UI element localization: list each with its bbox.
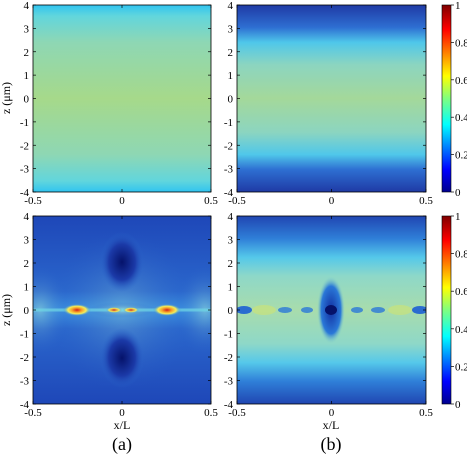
colorbar-tick-label: 0.2 xyxy=(455,150,467,162)
colorbar-tick-label: 0.4 xyxy=(455,112,467,124)
colorbar-top-bar xyxy=(441,4,452,193)
x-tick-label: 0 xyxy=(329,195,335,207)
y-tick-label: 2 xyxy=(24,258,30,270)
x-tick-label: 0 xyxy=(119,195,125,207)
ticks-a-bottom: 4 3 2 1 0 -1 -2 -3 -4-0.5 0 0.5 xyxy=(20,211,219,419)
colorbar-tick-label: 1 xyxy=(455,211,461,223)
y-tick-label: 3 xyxy=(24,235,30,247)
x-tick-label: 0.5 xyxy=(419,195,433,207)
y-tick-label: -1 xyxy=(20,329,29,341)
heatmap-a-top xyxy=(33,5,211,192)
colorbar-tick-label: 0 xyxy=(455,187,461,199)
y-tick-label: 2 xyxy=(228,47,234,59)
colorbar-tick-label: 0.6 xyxy=(455,286,467,298)
y-tick-label: -3 xyxy=(20,376,30,388)
y-tick-label: -4 xyxy=(224,399,234,411)
panel-b-bottom: 4 3 2 1 0 -1 -2 -3 -4-0.5 0 0.5 x/L xyxy=(224,211,434,432)
colorbar-bottom-ticks: 0 0.2 0.4 0.6 0.8 1 xyxy=(451,211,467,411)
heatmap-b-top xyxy=(237,5,426,192)
panel-a-top: 4 3 2 1 0 -1 -2 -3 -4-0.5 0 0.5 z (μm) xyxy=(0,0,218,207)
y-tick-label: -2 xyxy=(224,140,233,152)
panel-b-top: 4 3 2 1 0 -1 -2 -3 -4-0.5 0 0.5 xyxy=(224,0,434,207)
x-tick-label: 0.5 xyxy=(204,195,218,207)
x-tick-label: -0.5 xyxy=(228,407,246,419)
ticks-a-top: 4 3 2 1 0 -1 -2 -3 -4-0.5 0 0.5 xyxy=(20,0,219,207)
colorbar-bottom: 0 0.2 0.4 0.6 0.8 1 xyxy=(441,211,467,411)
y-tick-label: 1 xyxy=(228,70,234,82)
x-tick-label: 0 xyxy=(119,407,125,419)
y-tick-label: 0 xyxy=(228,305,234,317)
panel-label-a: (a) xyxy=(112,434,132,455)
y-tick-label: 3 xyxy=(228,235,234,247)
y-tick-label: -1 xyxy=(20,117,29,129)
ylabel-a-bottom: z (μm) xyxy=(0,294,13,326)
y-tick-label: -4 xyxy=(224,187,234,199)
y-tick-label: 3 xyxy=(228,23,234,35)
y-tick-label: 0 xyxy=(24,305,30,317)
y-tick-label: -2 xyxy=(224,352,233,364)
x-tick-label: 0.5 xyxy=(419,407,433,419)
colorbar-tick-label: 0.2 xyxy=(455,361,467,373)
y-tick-label: 3 xyxy=(24,23,30,35)
y-tick-label: -4 xyxy=(20,187,30,199)
y-tick-label: 4 xyxy=(24,211,30,223)
colorbar-tick-label: 0.6 xyxy=(455,75,467,87)
x-tick-label: -0.5 xyxy=(228,195,246,207)
y-tick-label: 4 xyxy=(228,0,234,12)
y-tick-label: 1 xyxy=(24,70,30,82)
x-tick-label: 0.5 xyxy=(204,407,218,419)
colorbar-top: 0 0.2 0.4 0.6 0.8 1 xyxy=(441,0,467,199)
colorbar-tick-label: 0.8 xyxy=(455,37,467,49)
y-tick-label: -3 xyxy=(224,164,234,176)
colorbar-tick-label: 0.8 xyxy=(455,249,467,261)
y-tick-label: 0 xyxy=(228,94,234,106)
panel-label-b: (b) xyxy=(321,434,342,455)
y-tick-label: -1 xyxy=(224,117,233,129)
y-tick-label: 2 xyxy=(228,258,234,270)
xlabel-a-bottom: x/L xyxy=(114,418,131,432)
ticks-b-bottom: 4 3 2 1 0 -1 -2 -3 -4-0.5 0 0.5 xyxy=(224,211,434,419)
x-tick-label: -0.5 xyxy=(24,407,42,419)
x-tick-label: -0.5 xyxy=(24,195,42,207)
colorbar-tick-label: 1 xyxy=(455,0,461,12)
y-tick-label: -4 xyxy=(20,399,30,411)
y-tick-label: -3 xyxy=(20,164,30,176)
x-tick-label: 0 xyxy=(329,407,335,419)
ylabel-a-top: z (μm) xyxy=(0,82,13,114)
y-tick-label: 0 xyxy=(24,94,30,106)
y-tick-label: -3 xyxy=(224,376,234,388)
y-tick-label: -2 xyxy=(20,352,29,364)
colorbar-bottom-bar xyxy=(441,215,452,405)
xlabel-b-bottom: x/L xyxy=(323,418,340,432)
y-tick-label: 1 xyxy=(228,282,234,294)
ticks-b-top: 4 3 2 1 0 -1 -2 -3 -4-0.5 0 0.5 xyxy=(224,0,434,207)
y-tick-label: 2 xyxy=(24,47,30,59)
colorbar-top-ticks: 0 0.2 0.4 0.6 0.8 1 xyxy=(451,0,467,199)
y-tick-label: 1 xyxy=(24,282,30,294)
y-tick-label: -1 xyxy=(224,329,233,341)
y-tick-label: 4 xyxy=(24,0,30,12)
y-tick-label: -2 xyxy=(20,140,29,152)
colorbar-tick-label: 0 xyxy=(455,399,461,411)
colorbar-tick-label: 0.4 xyxy=(455,324,467,336)
y-tick-label: 4 xyxy=(228,211,234,223)
panel-a-bottom: 4 3 2 1 0 -1 -2 -3 -4-0.5 0 0.5 z (μm) x/L xyxy=(0,211,219,432)
